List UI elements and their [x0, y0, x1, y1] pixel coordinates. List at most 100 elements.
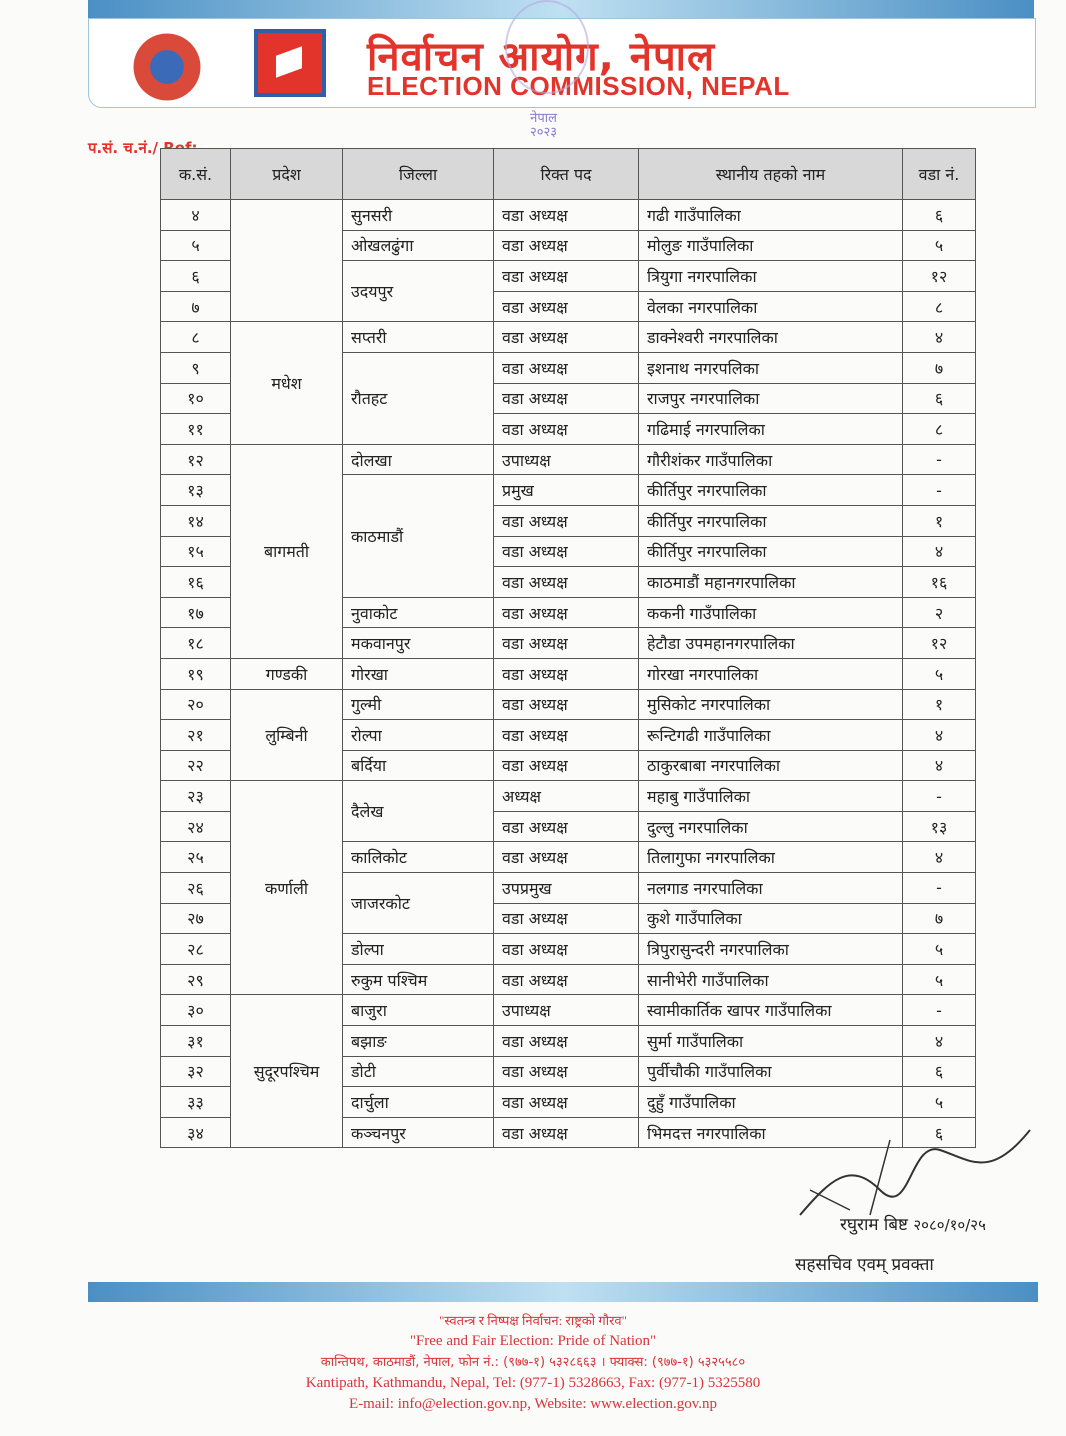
table-row: १५ वडा अध्यक्ष कीर्तिपुर नगरपालिका ४ [160, 535, 976, 568]
cell-vacant-post: वडा अध्यक्ष [493, 596, 639, 629]
signatory-title: सहसचिव एवम् प्रवक्ता [795, 1255, 934, 1275]
cell-ward: ५ [902, 229, 976, 262]
cell-district: डोल्पा [342, 933, 494, 965]
cell-local-level: कुशे गाउँपालिका [638, 902, 903, 935]
cell-ward: - [902, 872, 976, 904]
cell-sn: ७ [160, 290, 231, 323]
table-row: ६ उदयपुर वडा अध्यक्ष त्रियुगा नगरपालिका १२ [160, 260, 976, 323]
cell-vacant-post: वडा अध्यक्ष [493, 657, 639, 690]
cell-district: जाजरकोट [342, 872, 494, 935]
cell-local-level: गोरखा नगरपालिका [638, 657, 903, 690]
cell-province: गण्डकी [230, 657, 343, 690]
cell-sn: ९ [160, 351, 231, 384]
cell-ward: ६ [902, 1116, 976, 1149]
cell-district: बर्दिया [342, 749, 494, 782]
cell-sn: २३ [160, 780, 231, 812]
cell-ward: - [902, 474, 976, 506]
cell-ward: ४ [902, 719, 976, 751]
cell-sn: ५ [160, 229, 231, 262]
table-row: २९ रुकुम पश्चिम वडा अध्यक्ष सानीभेरी गाउँपा… [160, 963, 976, 996]
cell-sn: ३२ [160, 1055, 231, 1088]
cell-local-level: डाक्नेश्वरी नगरपालिका [638, 321, 903, 353]
cell-sn: २४ [160, 810, 231, 843]
cell-district: गुल्मी [342, 688, 494, 721]
cell-vacant-post: वडा अध्यक्ष [493, 321, 639, 353]
table-row: १४ वडा अध्यक्ष कीर्तिपुर नगरपालिका १ [160, 504, 976, 537]
signature-scribble [799, 1129, 1031, 1216]
cell-local-level: इशनाथ नगरपलिका [638, 351, 903, 384]
table-row: ९ रौतहट वडा अध्यक्ष इशनाथ नगरपलिका ७ [160, 351, 976, 445]
col-header-province: प्रदेश [230, 148, 343, 200]
cell-ward: ५ [902, 933, 976, 965]
table-row: १२ बागमती दोलखा उपाध्यक्ष गौरीशंकर गाउँपालिक… [160, 443, 976, 659]
col-header-sn: क.सं. [160, 148, 231, 200]
motto-english: "Free and Fair Election: Pride of Nation… [409, 1333, 657, 1349]
cell-ward: १३ [902, 810, 976, 843]
table-row: २३ कर्णाली दैलेख अध्यक्ष महाबु गाउँपालिका - [160, 780, 976, 996]
cell-district: ओखलढुंगा [342, 229, 494, 262]
cell-local-level: कीर्तिपुर नगरपालिका [638, 474, 903, 506]
cell-vacant-post: उपप्रमुख [493, 872, 639, 904]
cell-sn: ८ [160, 321, 231, 353]
cell-district: दोलखा [342, 443, 494, 476]
col-header-ward: वडा नं. [902, 148, 976, 200]
cell-sn: ६ [160, 260, 231, 292]
cell-ward: १ [902, 688, 976, 721]
cell-district: काठमाडौं [342, 474, 494, 598]
table-row: ३४ कञ्चनपुर वडा अध्यक्ष भिमदत्त नगरपालिका ६ [160, 1116, 976, 1149]
cell-sn: १६ [160, 566, 231, 598]
cell-ward: ४ [902, 749, 976, 782]
table-row: २४ वडा अध्यक्ष दुल्लु नगरपालिका १३ [160, 810, 976, 843]
table-row: १६ वडा अध्यक्ष काठमाडौं महानगरपालिका १६ [160, 566, 976, 598]
cell-sn: ३१ [160, 1025, 231, 1057]
cell-local-level: कीर्तिपुर नगरपालिका [638, 535, 903, 568]
cell-local-level: हेटौडा उपमहानगरपालिका [638, 627, 903, 659]
col-header-vacant-post: रिक्त पद [493, 148, 639, 200]
cell-district: उदयपुर [342, 260, 494, 323]
cell-district: सुनसरी [342, 199, 494, 231]
table-row: १० वडा अध्यक्ष राजपुर नगरपालिका ६ [160, 382, 976, 415]
cell-vacant-post: वडा अध्यक्ष [493, 1086, 639, 1118]
cell-district: डोटी [342, 1055, 494, 1088]
cell-vacant-post: वडा अध्यक्ष [493, 749, 639, 782]
cell-vacant-post: वडा अध्यक्ष [493, 504, 639, 537]
cell-vacant-post: वडा अध्यक्ष [493, 535, 639, 568]
table-row: २६ जाजरकोट उपप्रमुख नलगाड नगरपालिका - [160, 872, 976, 935]
cell-sn: १२ [160, 443, 231, 476]
cell-local-level: सानीभेरी गाउँपालिका [638, 963, 903, 996]
cell-district: सप्तरी [342, 321, 494, 353]
cell-ward: १२ [902, 627, 976, 659]
cell-local-level: भिमदत्त नगरपालिका [638, 1116, 903, 1149]
cell-district: बाजुरा [342, 994, 494, 1027]
cell-sn: २१ [160, 719, 231, 751]
table-row: २२ बर्दिया वडा अध्यक्ष ठाकुरबाबा नगरपालिका ४ [160, 749, 976, 782]
cell-vacant-post: वडा अध्यक्ष [493, 382, 639, 415]
cell-local-level: मोलुङ गाउँपालिका [638, 229, 903, 262]
table-row: २७ वडा अध्यक्ष कुशे गाउँपालिका ७ [160, 902, 976, 935]
cell-province: लुम्बिनी [230, 688, 343, 782]
cell-ward: ४ [902, 321, 976, 353]
cell-province: सुदूरपश्चिम [230, 994, 343, 1149]
footer-band [88, 1282, 1038, 1302]
cell-ward: - [902, 443, 976, 476]
table-row: ३१ बझाङ वडा अध्यक्ष सुर्मा गाउँपालिका ४ [160, 1025, 976, 1057]
table-header-row: क.सं. प्रदेश जिल्ला रिक्त पद स्थानीय तहक… [160, 148, 976, 200]
cell-local-level: राजपुर नगरपालिका [638, 382, 903, 415]
cell-vacant-post: वडा अध्यक्ष [493, 1025, 639, 1057]
table-row: ५ ओखलढुंगा वडा अध्यक्ष मोलुङ गाउँपालिका ५ [160, 229, 976, 262]
cell-vacant-post: वडा अध्यक्ष [493, 963, 639, 996]
table-row: २५ कालिकोट वडा अध्यक्ष तिलागुफा नगरपालिका ४ [160, 841, 976, 874]
cell-sn: ३३ [160, 1086, 231, 1118]
cell-local-level: पुर्वीचौकी गाउँपालिका [638, 1055, 903, 1088]
cell-district: रौतहट [342, 351, 494, 445]
cell-ward: १६ [902, 566, 976, 598]
cell-vacant-post: वडा अध्यक्ष [493, 199, 639, 231]
table-row: २१ रोल्पा वडा अध्यक्ष रून्टिगढी गाउँपालिका ४ [160, 719, 976, 751]
contact-info: E-mail: info@election.gov.np, Website: w… [348, 1396, 718, 1412]
cell-vacant-post: वडा अध्यक्ष [493, 351, 639, 384]
cell-vacant-post: वडा अध्यक्ष [493, 413, 639, 445]
cell-ward: ६ [902, 199, 976, 231]
cell-ward: ४ [902, 841, 976, 874]
cell-vacant-post: वडा अध्यक्ष [493, 566, 639, 598]
cell-local-level: स्वामीकार्तिक खापर गाउँपालिका [638, 994, 903, 1027]
